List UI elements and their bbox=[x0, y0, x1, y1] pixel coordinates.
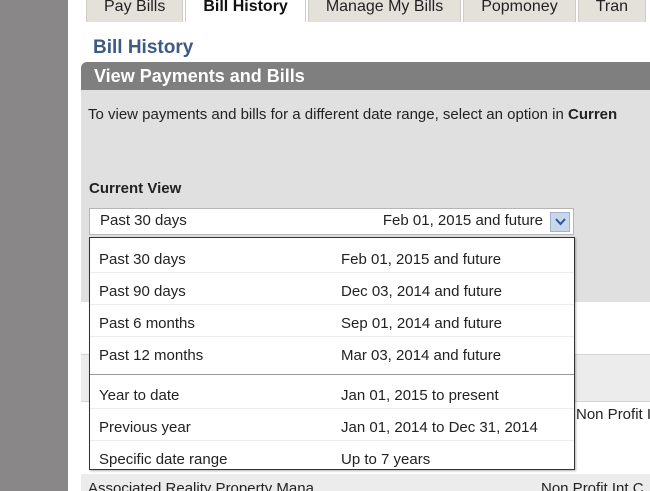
chevron-down-icon bbox=[555, 218, 566, 226]
option-range: Mar 03, 2014 and future bbox=[341, 347, 502, 364]
info-text: To view payments and bills for a differe… bbox=[88, 106, 617, 123]
option-label: Past 6 months bbox=[99, 315, 195, 332]
option-label: Past 12 months bbox=[99, 347, 204, 364]
option-specific-date-range[interactable]: Specific date range Up to 7 years bbox=[90, 441, 574, 473]
option-year-to-date[interactable]: Year to date Jan 01, 2015 to present bbox=[90, 377, 574, 409]
page-title: Bill History bbox=[93, 37, 194, 58]
dropdown-separator bbox=[90, 374, 574, 375]
info-text-main: To view payments and bills for a differe… bbox=[88, 106, 569, 123]
option-range: Dec 03, 2014 and future bbox=[341, 283, 502, 300]
tab-transfers[interactable]: Tran bbox=[577, 0, 647, 22]
table-row bbox=[81, 474, 650, 491]
option-range: Jan 01, 2014 to Dec 31, 2014 bbox=[341, 419, 538, 436]
tab-pay-bills[interactable]: Pay Bills bbox=[86, 0, 184, 22]
select-selected-range: Feb 01, 2015 and future bbox=[382, 212, 543, 229]
option-past-90-days[interactable]: Past 90 days Dec 03, 2014 and future bbox=[90, 273, 574, 305]
table-cell-payee: Associated Reality Property Mana bbox=[88, 480, 314, 491]
option-label: Specific date range bbox=[99, 451, 228, 468]
tab-bill-history[interactable]: Bill History bbox=[185, 0, 306, 22]
info-text-bold: Curren bbox=[568, 106, 618, 123]
table-cell-payee-type: Non Profit Int C bbox=[576, 406, 650, 423]
option-past-12-months[interactable]: Past 12 months Mar 03, 2014 and future bbox=[90, 337, 574, 369]
option-label: Previous year bbox=[99, 419, 191, 436]
current-view-label: Current View bbox=[89, 180, 182, 197]
option-label: Year to date bbox=[99, 387, 180, 404]
section-header: View Payments and Bills bbox=[81, 62, 650, 90]
option-label: Past 30 days bbox=[99, 251, 186, 268]
option-range: Up to 7 years bbox=[341, 451, 431, 468]
option-range: Jan 01, 2015 to present bbox=[341, 387, 499, 404]
option-past-6-months[interactable]: Past 6 months Sep 01, 2014 and future bbox=[90, 305, 574, 337]
table-cell-payee-type: Non Profit Int C bbox=[541, 480, 644, 491]
left-gutter bbox=[0, 0, 68, 491]
select-arrow-button[interactable] bbox=[550, 212, 570, 232]
option-range: Feb 01, 2015 and future bbox=[341, 251, 502, 268]
option-previous-year[interactable]: Previous year Jan 01, 2014 to Dec 31, 20… bbox=[90, 409, 574, 441]
option-range: Sep 01, 2014 and future bbox=[341, 315, 502, 332]
tab-bar: Pay Bills Bill History Manage My Bills P… bbox=[86, 0, 648, 22]
select-selected-label: Past 30 days bbox=[100, 212, 187, 229]
current-view-select[interactable]: Past 30 days Feb 01, 2015 and future bbox=[89, 208, 574, 235]
option-past-30-days[interactable]: Past 30 days Feb 01, 2015 and future bbox=[90, 241, 574, 273]
tab-manage-my-bills[interactable]: Manage My Bills bbox=[307, 0, 462, 22]
date-range-dropdown: Past 30 days Feb 01, 2015 and future Pas… bbox=[89, 237, 575, 470]
option-label: Past 90 days bbox=[99, 283, 186, 300]
tab-popmoney[interactable]: Popmoney bbox=[463, 0, 576, 22]
